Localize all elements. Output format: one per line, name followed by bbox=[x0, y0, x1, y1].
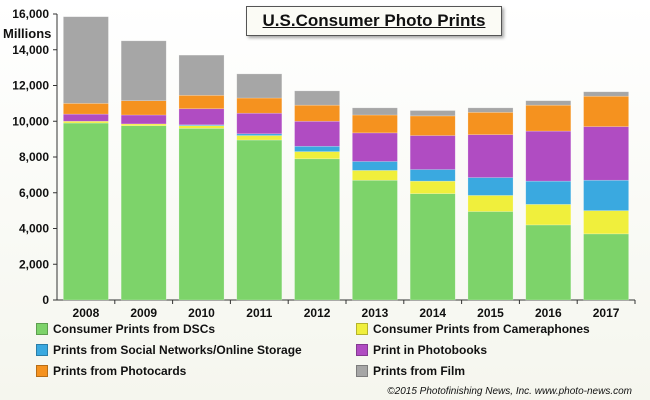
bar-segment bbox=[236, 97, 283, 114]
x-tick-label: 2013 bbox=[362, 306, 389, 320]
legend-label: Prints from Social Networks/Online Stora… bbox=[53, 343, 302, 357]
copyright-note: ©2015 Photofinishing News, Inc. www.phot… bbox=[387, 386, 632, 397]
bar-segment bbox=[525, 130, 572, 182]
bar-segment bbox=[525, 204, 572, 226]
bar-segment bbox=[409, 115, 456, 136]
bar-segment bbox=[178, 128, 225, 301]
legend-label: Consumer Prints from DSCs bbox=[53, 322, 216, 336]
legend-swatch bbox=[356, 344, 368, 356]
bar-segment bbox=[352, 132, 398, 162]
bar-segment bbox=[583, 179, 629, 211]
bar-segment bbox=[236, 112, 283, 135]
bar-segment bbox=[294, 104, 340, 122]
legend-item: Consumer Prints from Cameraphones bbox=[356, 322, 590, 336]
y-tick-label: 2,000 bbox=[19, 257, 49, 271]
bar-segment bbox=[467, 195, 514, 212]
bar-segment bbox=[583, 233, 629, 301]
bar-segment bbox=[352, 170, 398, 181]
y-tick-label: 4,000 bbox=[19, 222, 49, 236]
bar-segment bbox=[583, 210, 629, 235]
bar-segment bbox=[63, 103, 109, 115]
bar-segment bbox=[236, 73, 283, 99]
legend-item: Prints from Film bbox=[356, 364, 465, 378]
x-tick-label: 2015 bbox=[477, 306, 504, 320]
bar-segment bbox=[525, 100, 572, 106]
legend-item: Prints from Social Networks/Online Stora… bbox=[36, 343, 302, 357]
bar-segment bbox=[236, 135, 283, 141]
y-tick-label: 10,000 bbox=[12, 114, 49, 128]
legend-swatch bbox=[36, 365, 48, 377]
y-axis-label: Millions bbox=[3, 26, 52, 41]
x-tick-label: 2016 bbox=[535, 306, 562, 320]
bar-segment bbox=[409, 110, 456, 117]
bar-segment bbox=[294, 158, 340, 301]
bar-segment bbox=[178, 108, 225, 126]
legend-swatch bbox=[36, 344, 48, 356]
bar-segment bbox=[352, 179, 398, 301]
bar-segment bbox=[583, 91, 629, 97]
bar-segment bbox=[63, 122, 109, 301]
bar-segment bbox=[352, 107, 398, 116]
legend-item: Print in Photobooks bbox=[356, 343, 487, 357]
legend-label: Prints from Film bbox=[373, 364, 466, 378]
x-tick-label: 2011 bbox=[246, 306, 272, 320]
bar-segment bbox=[583, 126, 629, 181]
bar-segment bbox=[294, 145, 340, 152]
bar-segment bbox=[120, 125, 167, 301]
bar-segment bbox=[63, 113, 109, 122]
bar-segment bbox=[294, 120, 340, 147]
bar-segment bbox=[467, 134, 514, 178]
bar-segment bbox=[352, 161, 398, 171]
bar-segment bbox=[409, 180, 456, 194]
bar-segment bbox=[409, 169, 456, 182]
x-tick-label: 2014 bbox=[419, 306, 446, 320]
legend-item: Consumer Prints from DSCs bbox=[36, 322, 215, 336]
bar-segment bbox=[467, 211, 514, 301]
bar-segment bbox=[525, 104, 572, 132]
bar-segment bbox=[178, 54, 225, 96]
bar-segment bbox=[467, 107, 514, 113]
x-tick-label: 2010 bbox=[188, 306, 215, 320]
legend-label: Consumer Prints from Cameraphones bbox=[373, 322, 590, 336]
bar-segment bbox=[178, 95, 225, 110]
y-tick-label: 14,000 bbox=[12, 43, 49, 57]
y-tick-label: 6,000 bbox=[19, 186, 49, 200]
bar-segment bbox=[120, 100, 167, 116]
x-tick-label: 2008 bbox=[73, 306, 100, 320]
bar-segment bbox=[120, 114, 167, 125]
bar-segment bbox=[409, 135, 456, 170]
bar-segment bbox=[294, 151, 340, 160]
chart-title: U.S.Consumer Photo Prints bbox=[246, 6, 502, 36]
x-tick-label: 2009 bbox=[130, 306, 157, 320]
bar-segment bbox=[120, 40, 167, 101]
y-tick-label: 8,000 bbox=[19, 150, 49, 164]
bar-segment bbox=[63, 16, 109, 104]
legend-label: Print in Photobooks bbox=[373, 343, 487, 357]
legend-item: Prints from Photocards bbox=[36, 364, 186, 378]
bar-segment bbox=[352, 114, 398, 134]
x-tick-label: 2012 bbox=[304, 306, 331, 320]
bar-segment bbox=[525, 224, 572, 301]
legend-swatch bbox=[36, 323, 48, 335]
y-tick-label: 0 bbox=[42, 293, 49, 307]
bar-segment bbox=[236, 139, 283, 301]
bar-segment bbox=[525, 180, 572, 205]
legend-swatch bbox=[356, 365, 368, 377]
y-tick-label: 16,000 bbox=[12, 7, 49, 21]
bar-segment bbox=[583, 95, 629, 127]
bar-segment bbox=[467, 177, 514, 196]
bar-segment bbox=[409, 193, 456, 301]
bar-segment bbox=[294, 90, 340, 106]
legend-swatch bbox=[356, 323, 368, 335]
bar-segment bbox=[467, 112, 514, 135]
legend-label: Prints from Photocards bbox=[53, 364, 187, 378]
bar-segment bbox=[178, 125, 225, 129]
y-tick-label: 12,000 bbox=[12, 79, 49, 93]
x-tick-label: 2017 bbox=[593, 306, 620, 320]
